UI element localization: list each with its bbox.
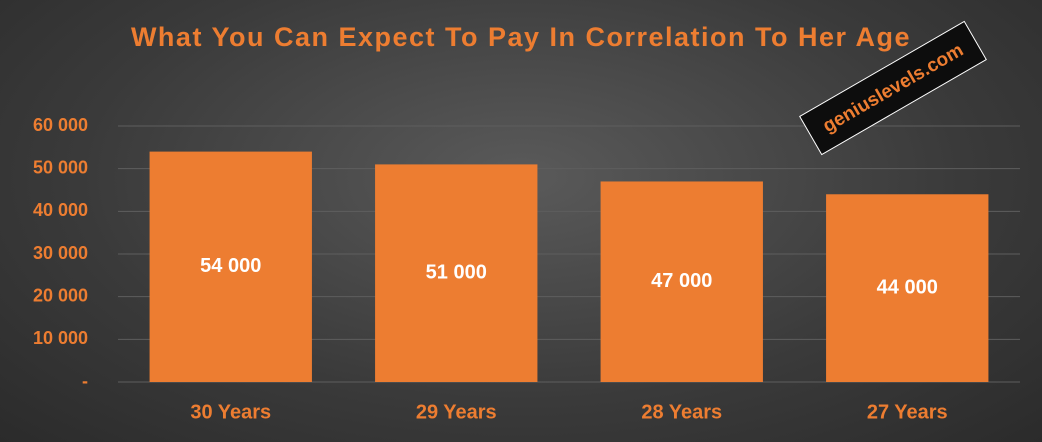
- x-tick-label: 28 Years: [641, 401, 722, 423]
- y-tick-label: 10 000: [33, 328, 88, 348]
- bar: [600, 181, 763, 382]
- y-tick-label: 40 000: [33, 200, 88, 220]
- chart-title: What You Can Expect To Pay In Correlatio…: [130, 22, 912, 52]
- y-tick-label: 30 000: [33, 243, 88, 263]
- y-tick-label: -: [82, 371, 88, 391]
- bar: [375, 164, 538, 382]
- value-label: 54 000: [200, 255, 261, 277]
- bar: [149, 151, 312, 382]
- value-label: 47 000: [651, 270, 712, 292]
- x-tick-label: 29 Years: [416, 401, 497, 423]
- y-tick-label: 50 000: [33, 157, 88, 177]
- x-tick-label: 27 Years: [867, 401, 948, 423]
- value-label: 44 000: [877, 276, 938, 298]
- x-tick-label: 30 Years: [190, 401, 271, 423]
- y-tick-label: 20 000: [33, 285, 88, 305]
- y-tick-label: 60 000: [33, 115, 88, 135]
- bar: [826, 194, 989, 382]
- value-label: 51 000: [426, 261, 487, 283]
- watermark-box: [799, 20, 987, 156]
